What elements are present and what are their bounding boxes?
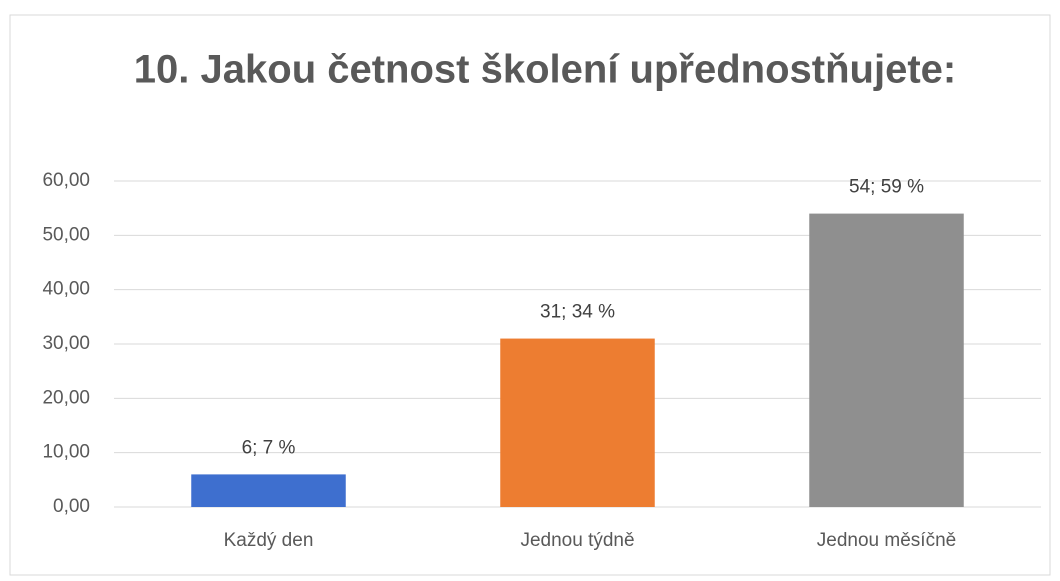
chart-title: 10. Jakou četnost školení upřednostňujet…	[134, 48, 956, 92]
y-tick-label: 60,00	[42, 170, 90, 191]
y-tick-label: 40,00	[42, 279, 90, 300]
y-tick-label: 10,00	[42, 442, 90, 463]
data-label: 54; 59 %	[849, 177, 924, 198]
y-tick-label: 20,00	[42, 387, 90, 408]
data-label: 31; 34 %	[540, 302, 615, 323]
x-tick-label: Každý den	[224, 530, 314, 551]
y-tick-label: 50,00	[42, 224, 90, 245]
bar	[809, 213, 964, 507]
bar	[500, 338, 655, 507]
x-tick-label: Jednou měsíčně	[817, 530, 956, 551]
y-tick-label: 30,00	[42, 333, 90, 354]
y-tick-label: 0,00	[53, 496, 90, 517]
x-tick-label: Jednou týdně	[520, 530, 634, 551]
bar	[191, 474, 346, 507]
data-label: 6; 7 %	[242, 437, 296, 458]
